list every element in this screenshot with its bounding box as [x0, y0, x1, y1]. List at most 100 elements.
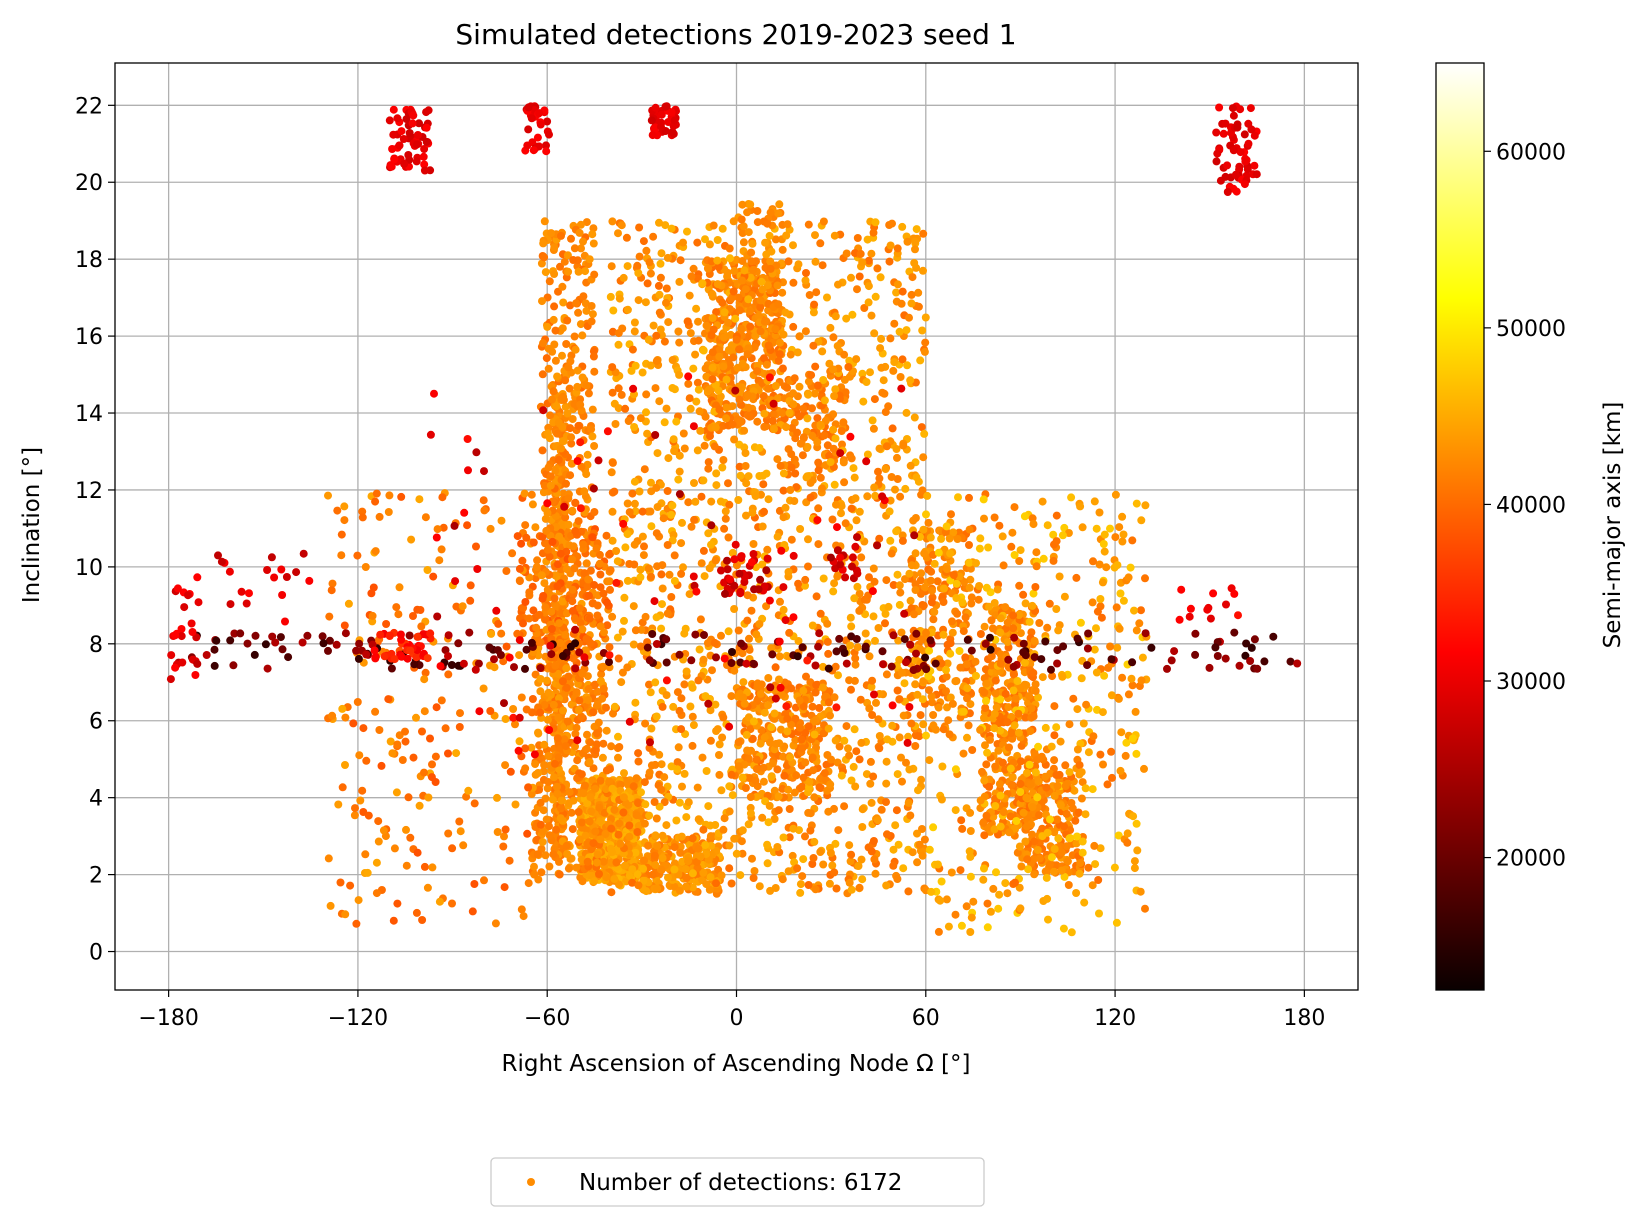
data-point: [629, 640, 638, 649]
data-point: [572, 723, 581, 732]
data-point: [906, 811, 915, 820]
data-point: [771, 382, 780, 390]
data-point: [858, 258, 867, 267]
data-point: [652, 613, 661, 622]
data-point: [741, 449, 750, 458]
data-point: [816, 420, 825, 429]
data-point: [826, 323, 835, 332]
data-point: [572, 688, 581, 697]
data-point: [563, 409, 572, 418]
data-point: [649, 321, 658, 330]
data-point: [775, 652, 784, 661]
data-point: [951, 677, 960, 686]
data-point: [623, 576, 632, 585]
data-point: [574, 706, 583, 714]
data-point: [1060, 822, 1069, 831]
data-point: [560, 735, 569, 744]
data-point: [519, 619, 527, 628]
data-point: [582, 634, 591, 643]
data-point: [740, 266, 749, 275]
data-point: [847, 504, 856, 513]
data-point: [646, 688, 655, 697]
data-point: [651, 831, 660, 840]
data-point: [578, 331, 587, 340]
data-point: [599, 857, 608, 866]
data-point: [918, 326, 927, 335]
data-point: [719, 825, 728, 834]
data-point: [582, 470, 591, 479]
data-point: [783, 383, 792, 392]
data-point: [696, 615, 705, 624]
data-point: [729, 217, 738, 226]
data-point: [652, 357, 661, 366]
data-point: [746, 809, 755, 818]
data-point: [688, 834, 697, 843]
data-point: [715, 740, 724, 749]
data-point: [579, 540, 588, 549]
data-point: [643, 429, 652, 438]
data-point: [713, 236, 722, 244]
data-point: [538, 297, 546, 306]
data-point: [608, 536, 617, 545]
data-point: [679, 429, 688, 438]
data-point: [574, 267, 583, 276]
data-point: [539, 239, 548, 248]
data-point: [744, 295, 753, 304]
data-point: [893, 244, 902, 253]
data-point: [653, 884, 662, 893]
data-point: [562, 479, 570, 488]
data-point: [871, 491, 880, 500]
data-point: [715, 751, 723, 759]
data-point: [615, 294, 624, 303]
data-point: [775, 200, 784, 209]
data-point: [805, 777, 814, 786]
data-point: [751, 492, 760, 500]
data-point: [886, 536, 895, 545]
data-point: [875, 444, 884, 453]
data-point: [862, 378, 871, 386]
data-point: [693, 378, 702, 387]
data-point: [623, 262, 632, 271]
data-point: [882, 881, 891, 890]
data-point: [590, 581, 599, 589]
data-point: [831, 385, 840, 394]
data-point: [629, 782, 638, 791]
data-point: [910, 610, 918, 619]
data-point: [641, 298, 650, 307]
data-point: [636, 414, 645, 423]
data-point: [828, 515, 837, 524]
data-point: [911, 680, 920, 689]
data-point: [962, 902, 971, 911]
data-point: [646, 507, 655, 516]
data-point: [564, 267, 573, 276]
data-point: [552, 402, 561, 411]
data-point: [918, 635, 926, 644]
data-point: [830, 231, 839, 240]
data-point: [855, 272, 864, 281]
data-point: [1035, 854, 1044, 863]
data-point: [797, 735, 806, 744]
data-point: [600, 628, 608, 637]
data-point: [596, 622, 605, 631]
data-point: [551, 759, 559, 768]
data-point: [544, 364, 553, 373]
data-point: [883, 830, 891, 839]
data-point: [735, 395, 744, 404]
data-point: [885, 257, 894, 266]
data-point: [562, 841, 571, 850]
data-point: [1045, 860, 1054, 869]
data-point: [686, 329, 695, 338]
data-point: [795, 412, 804, 421]
data-point: [738, 773, 747, 782]
data-point: [587, 302, 596, 310]
data-point: [616, 839, 625, 848]
data-point: [660, 773, 669, 782]
data-point: [551, 661, 560, 670]
data-point: [619, 808, 628, 817]
data-point: [617, 678, 626, 687]
data-point: [1019, 808, 1028, 817]
data-point: [606, 844, 615, 853]
data-point: [589, 239, 598, 248]
data-point: [965, 583, 974, 592]
data-point: [916, 711, 925, 720]
